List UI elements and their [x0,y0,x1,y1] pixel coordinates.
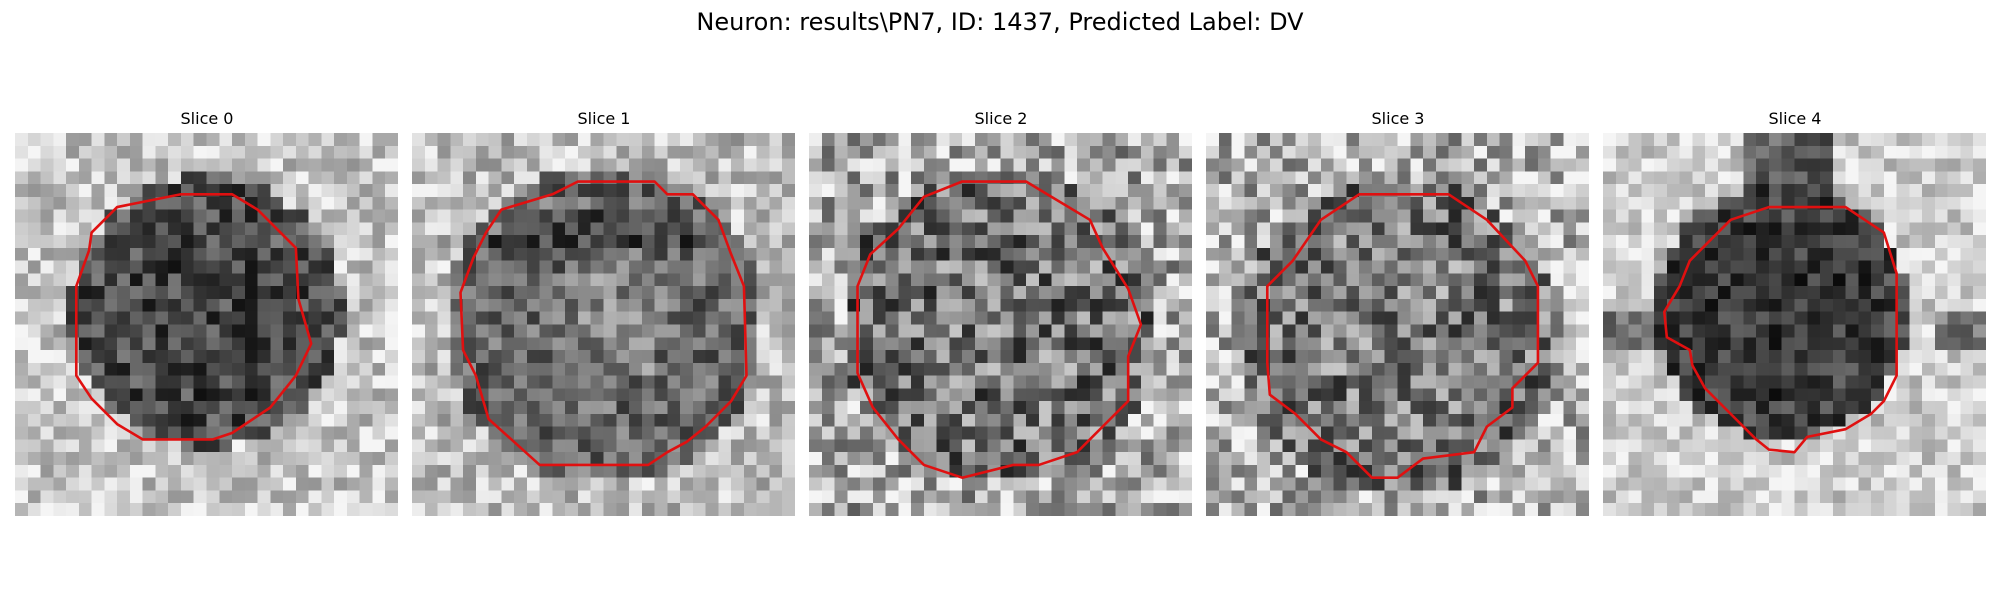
slice-1-contour [461,182,747,465]
slice-2-title: Slice 2 [974,109,1028,128]
slice-3-title: Slice 3 [1371,109,1425,128]
slice-2-contour [858,182,1141,478]
slice-0-title: Slice 0 [180,109,234,128]
figure-title: Neuron: results\PN7, ID: 1437, Predicted… [696,8,1304,36]
slice-3-contour [1267,194,1538,477]
slice-2-image [809,133,1192,516]
slice-0-panel: Slice 0 [15,108,399,516]
slice-0-contour [76,194,311,439]
slice-4-panel: Slice 4 [1603,108,1987,516]
slice-0-image [15,133,398,516]
slice-1-image [412,133,795,516]
slice-2-panel: Slice 2 [809,108,1193,516]
slice-4-image [1603,133,1986,516]
slice-1-panel: Slice 1 [412,108,796,516]
slice-3-panel: Slice 3 [1206,108,1590,516]
slice-3-image [1206,133,1589,516]
slice-1-title: Slice 1 [577,109,631,128]
slice-4-title: Slice 4 [1768,109,1822,128]
slice-4-contour [1664,207,1896,452]
